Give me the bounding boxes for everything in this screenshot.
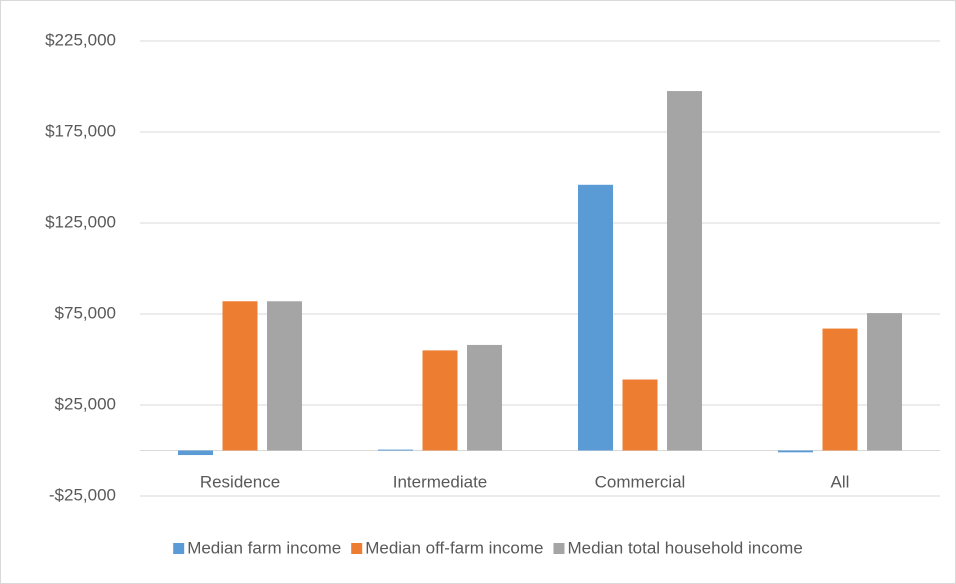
legend-label: Median off-farm income bbox=[365, 538, 543, 557]
legend-label: Median total household income bbox=[567, 538, 802, 557]
legend-swatch bbox=[351, 543, 363, 554]
bar bbox=[867, 313, 902, 451]
bar bbox=[822, 328, 858, 451]
x-tick-label: All bbox=[831, 472, 850, 491]
legend-swatch bbox=[553, 543, 565, 554]
y-tick-label: $125,000 bbox=[45, 212, 116, 231]
legend-label: Median farm income bbox=[187, 538, 341, 557]
x-tick-label: Residence bbox=[200, 472, 280, 491]
bar bbox=[378, 449, 413, 451]
bar bbox=[467, 344, 502, 451]
bar bbox=[222, 301, 258, 451]
bar bbox=[667, 91, 702, 451]
y-tick-label: $175,000 bbox=[45, 121, 116, 140]
bar bbox=[267, 301, 302, 451]
x-tick-label: Commercial bbox=[595, 472, 686, 491]
bar bbox=[578, 184, 613, 451]
bar bbox=[622, 379, 658, 451]
y-tick-label: $225,000 bbox=[45, 30, 116, 49]
bar bbox=[178, 450, 213, 456]
bar bbox=[422, 350, 458, 451]
y-tick-label: -$25,000 bbox=[49, 485, 116, 504]
x-tick-label: Intermediate bbox=[393, 472, 488, 491]
y-tick-label: $75,000 bbox=[55, 303, 116, 322]
y-tick-label: $25,000 bbox=[55, 394, 116, 413]
legend-swatch bbox=[173, 543, 185, 554]
bar bbox=[778, 450, 813, 453]
